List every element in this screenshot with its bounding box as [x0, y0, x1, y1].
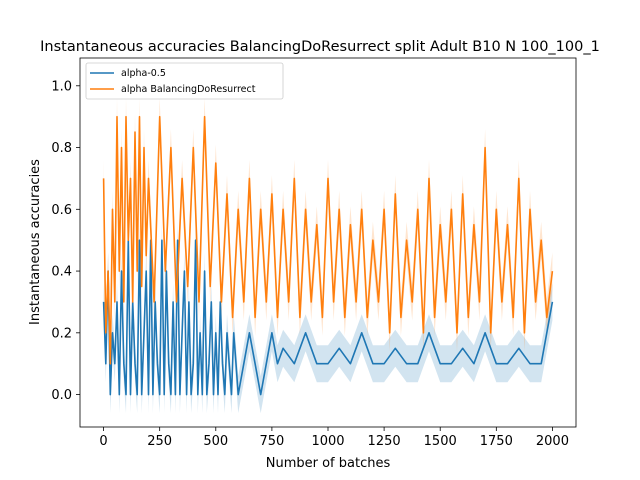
- x-tick-label: 500: [203, 434, 228, 449]
- y-tick-label: 0.6: [51, 203, 72, 218]
- legend-label-alpha-0.5: alpha-0.5: [121, 68, 166, 79]
- series-line-alpha-0.5: [102, 239, 554, 396]
- legend-box: [85, 62, 284, 100]
- x-tick-label: 1250: [368, 434, 401, 449]
- series-lines: [102, 115, 554, 396]
- y-tick-label: 0.8: [51, 141, 72, 156]
- y-tick-label: 0.0: [51, 388, 72, 403]
- x-axis-label: Number of batches: [266, 456, 391, 471]
- chart-title: Instantaneous accuracies BalancingDoResu…: [40, 39, 600, 55]
- x-tick-label: 250: [147, 434, 172, 449]
- x-tick-label: 2000: [536, 434, 569, 449]
- legend: alpha-0.5 alpha BalancingDoResurrect: [85, 62, 284, 100]
- x-tick-label: 1500: [424, 434, 457, 449]
- x-tick-label: 1000: [311, 434, 344, 449]
- confidence-band-alpha-0.5: [103, 221, 553, 414]
- y-axis: 0.0 0.2 0.4 0.6 0.8 1.0: [51, 79, 80, 403]
- series-line-alpha-balancingdoresurrect: [102, 115, 554, 365]
- y-tick-label: 1.0: [51, 79, 72, 94]
- plot-area: [79, 57, 577, 428]
- x-axis: 0 250 500 750 1000 1250 1500 1750 2000: [99, 427, 569, 449]
- legend-label-alpha-balancingdoresurrect: alpha BalancingDoResurrect: [121, 84, 256, 95]
- x-tick-label: 750: [259, 434, 284, 449]
- y-tick-label: 0.2: [51, 326, 72, 341]
- y-axis-label: Instantaneous accuracies: [28, 159, 43, 325]
- x-tick-label: 0: [99, 434, 107, 449]
- y-tick-label: 0.4: [51, 265, 72, 280]
- x-tick-label: 1750: [480, 434, 513, 449]
